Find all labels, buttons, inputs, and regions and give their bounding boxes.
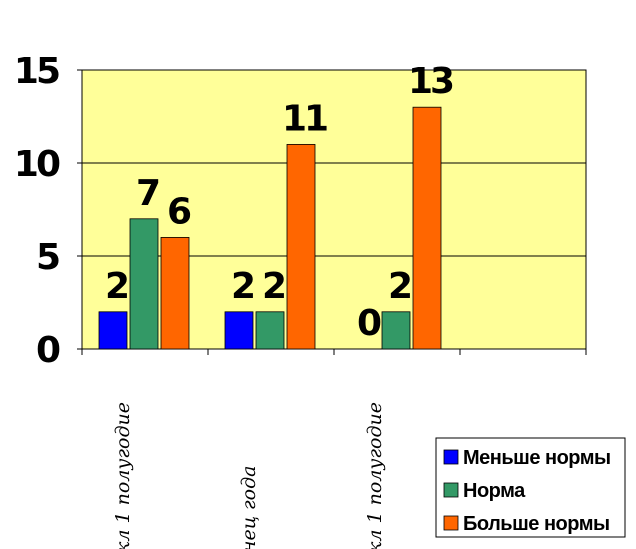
legend-box	[435, 437, 626, 538]
data-label: 0	[357, 303, 381, 344]
y-tick-label: 10	[14, 144, 60, 185]
x-category-label: нец года	[238, 466, 260, 549]
y-tick-label: 5	[36, 237, 59, 278]
bar	[224, 311, 254, 350]
y-tick-label: 15	[14, 51, 59, 92]
legend-swatch	[443, 482, 459, 498]
legend-swatch	[443, 449, 459, 465]
data-label: 11	[282, 98, 327, 139]
data-label: 2	[388, 266, 410, 307]
bar	[412, 106, 442, 350]
bar	[129, 218, 159, 350]
bar	[381, 311, 411, 350]
bar	[98, 311, 128, 350]
data-label: 2	[231, 266, 253, 307]
legend-label: Норма	[463, 480, 526, 502]
legend-label: Меньше нормы	[463, 447, 611, 469]
legend-swatch	[443, 515, 459, 531]
x-category-label: кл 1 полугодие	[364, 402, 386, 549]
legend: Меньше нормы Норма Больше нормы	[435, 437, 626, 538]
data-label: 2	[105, 266, 127, 307]
data-label: 2	[262, 266, 284, 307]
data-label: 13	[408, 61, 453, 102]
x-category-label: кл 1 полугодие	[112, 402, 134, 549]
legend-label: Больше нормы	[463, 513, 610, 535]
bars	[98, 106, 442, 350]
data-label: 6	[167, 191, 191, 232]
bar	[160, 236, 190, 350]
bar	[286, 143, 316, 350]
y-tick-label: 0	[36, 330, 60, 371]
bar	[255, 311, 285, 350]
data-label: 7	[136, 173, 159, 214]
